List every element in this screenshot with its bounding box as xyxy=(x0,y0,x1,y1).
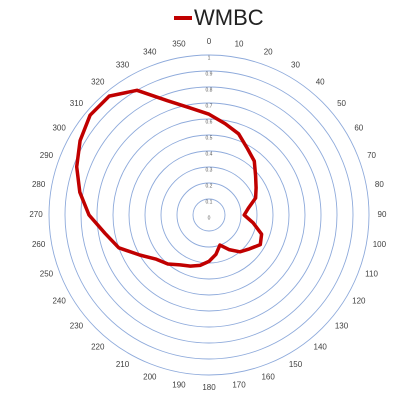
angle-label: 230 xyxy=(70,321,84,330)
angle-label: 270 xyxy=(29,210,43,219)
grid-circle xyxy=(48,54,370,376)
angle-label: 100 xyxy=(373,240,387,249)
angle-label: 180 xyxy=(202,383,216,392)
angle-label: 150 xyxy=(289,360,303,369)
grid-circle xyxy=(176,182,242,248)
angle-label: 130 xyxy=(335,321,349,330)
grid-circle xyxy=(192,198,226,232)
angle-label: 80 xyxy=(375,180,384,189)
angle-label: 300 xyxy=(52,124,66,133)
radial-tick-label: 0.1 xyxy=(206,199,213,205)
angle-label: 60 xyxy=(354,124,363,133)
legend-label: WMBC xyxy=(194,5,264,30)
angle-label: 50 xyxy=(337,99,346,108)
angle-label: 280 xyxy=(32,180,46,189)
angle-label: 160 xyxy=(261,373,275,382)
angle-label: 110 xyxy=(365,269,378,278)
angle-label: 170 xyxy=(232,380,246,389)
angle-label: 250 xyxy=(40,269,54,278)
angle-label: 120 xyxy=(352,297,366,306)
angle-label: 40 xyxy=(316,78,325,87)
angle-label: 320 xyxy=(91,78,105,87)
angle-label: 290 xyxy=(40,151,54,160)
angle-label: 20 xyxy=(264,48,273,57)
angle-label: 240 xyxy=(52,297,66,306)
angle-label: 90 xyxy=(378,210,387,219)
grid-circle xyxy=(80,86,338,344)
radial-tick-label: 1 xyxy=(208,55,211,61)
angle-label: 220 xyxy=(91,343,105,352)
angle-label: 0 xyxy=(207,37,212,46)
radial-tick-label: 0 xyxy=(208,215,211,221)
angle-label: 10 xyxy=(235,40,244,49)
grid-circle xyxy=(64,70,354,360)
angle-label: 210 xyxy=(116,360,130,369)
radial-tick-label: 0.9 xyxy=(206,71,213,77)
angle-label: 200 xyxy=(143,373,157,382)
angle-label: 350 xyxy=(172,40,186,49)
radial-tick-label: 0.5 xyxy=(206,135,213,141)
radial-tick-label: 0.6 xyxy=(206,119,213,125)
angle-label: 260 xyxy=(32,240,46,249)
radial-tick-label: 0.7 xyxy=(206,103,213,109)
radial-tick-label: 0.4 xyxy=(206,151,213,157)
radial-tick-label: 0.8 xyxy=(206,87,213,93)
angle-label: 330 xyxy=(116,60,130,69)
radial-tick-label: 0.2 xyxy=(206,183,213,189)
angle-label: 340 xyxy=(143,48,157,57)
angle-label: 30 xyxy=(291,60,300,69)
legend: WMBC xyxy=(174,5,264,30)
grid-circle xyxy=(112,118,306,312)
angle-label: 310 xyxy=(70,99,84,108)
radial-tick-label: 0.3 xyxy=(206,167,213,173)
angle-label: 190 xyxy=(172,380,186,389)
series-line xyxy=(74,88,264,268)
angle-label: 140 xyxy=(314,343,328,352)
angle-label: 70 xyxy=(367,151,376,160)
grid-circle xyxy=(144,150,274,280)
grid-circle xyxy=(128,134,290,296)
grid-circle xyxy=(96,102,322,328)
